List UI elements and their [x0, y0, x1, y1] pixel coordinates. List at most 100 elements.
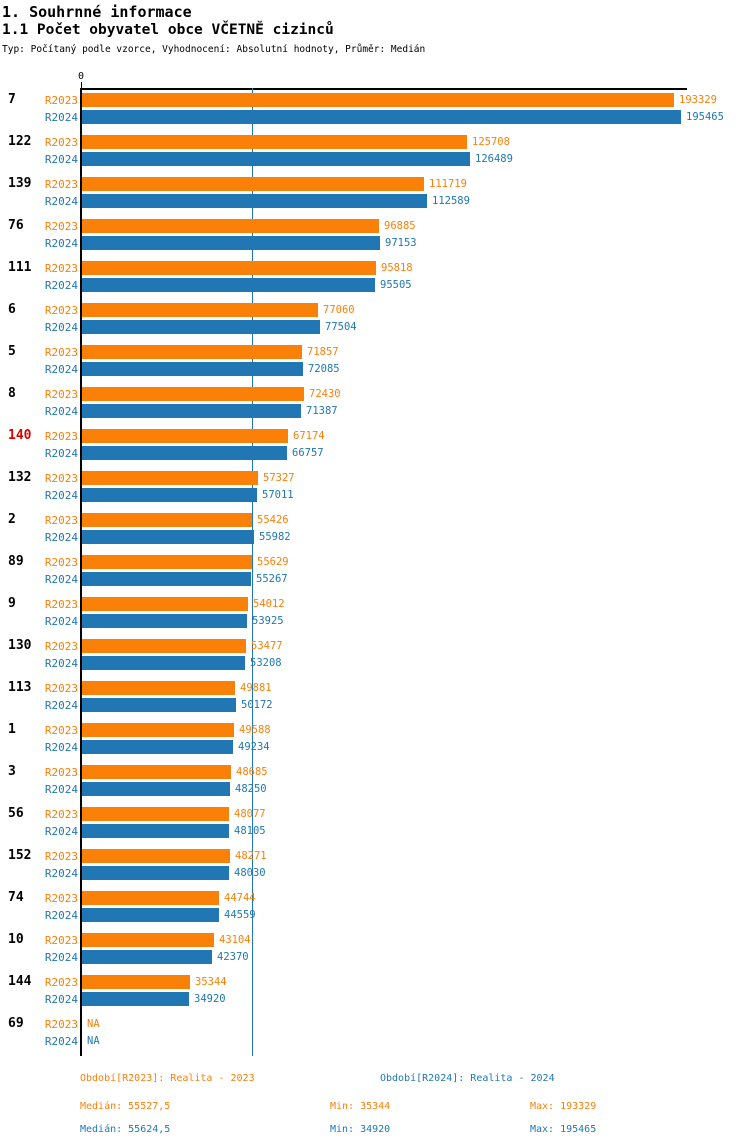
bar-r2024[interactable]: [82, 320, 320, 334]
value-label-r2023: 49881: [240, 682, 272, 694]
bar-r2023[interactable]: [82, 471, 258, 485]
series-label-r2024: R2024: [44, 237, 78, 250]
value-label-r2024: 95505: [380, 279, 412, 291]
bar-r2023[interactable]: [82, 933, 214, 947]
bar-r2024[interactable]: [82, 698, 236, 712]
bar-r2024[interactable]: [82, 740, 233, 754]
category-label: 113: [8, 680, 32, 695]
bar-r2024[interactable]: [82, 908, 219, 922]
series-label-r2024: R2024: [44, 573, 78, 586]
bar-r2024[interactable]: [82, 362, 303, 376]
zero-tick: [81, 82, 82, 88]
bar-r2023[interactable]: [82, 597, 248, 611]
series-label-r2024: R2024: [44, 699, 78, 712]
series-label-r2023: R2023: [44, 1018, 78, 1031]
bar-r2023[interactable]: [82, 429, 288, 443]
bar-r2023[interactable]: [82, 303, 318, 317]
bar-r2024[interactable]: [82, 782, 230, 796]
bar-r2023[interactable]: [82, 345, 302, 359]
bar-r2023[interactable]: [82, 639, 246, 653]
series-label-r2023: R2023: [44, 94, 78, 107]
category-label: 130: [8, 638, 32, 653]
bar-r2023[interactable]: [82, 681, 235, 695]
bar-r2024[interactable]: [82, 152, 470, 166]
category-label: 152: [8, 848, 32, 863]
category-label: 144: [8, 974, 32, 989]
bar-r2023[interactable]: [82, 93, 674, 107]
value-label-r2024: 72085: [308, 363, 340, 375]
bar-r2023[interactable]: [82, 177, 424, 191]
bar-r2023[interactable]: [82, 891, 219, 905]
value-label-r2024: 50172: [241, 699, 273, 711]
series-label-r2023: R2023: [44, 556, 78, 569]
value-label-r2023: 44744: [224, 892, 256, 904]
bar-r2024[interactable]: [82, 656, 245, 670]
category-label: 10: [8, 932, 24, 947]
median-r2024: Medián: 55624,5: [80, 1124, 171, 1135]
bar-r2023[interactable]: [82, 135, 467, 149]
value-label-r2023: 77060: [323, 304, 355, 316]
series-label-r2024: R2024: [44, 321, 78, 334]
series-label-r2023: R2023: [44, 388, 78, 401]
series-label-r2023: R2023: [44, 850, 78, 863]
series-label-r2023: R2023: [44, 724, 78, 737]
value-label-r2024: 112589: [432, 195, 470, 207]
bar-r2023[interactable]: [82, 765, 231, 779]
bar-r2023[interactable]: [82, 807, 229, 821]
value-label-r2024: 44559: [224, 909, 256, 921]
series-label-r2023: R2023: [44, 178, 78, 191]
series-label-r2024: R2024: [44, 909, 78, 922]
series-label-r2024: R2024: [44, 531, 78, 544]
bar-r2024[interactable]: [82, 614, 247, 628]
bar-r2024[interactable]: [82, 992, 189, 1006]
bar-r2023[interactable]: [82, 555, 252, 569]
series-label-r2024: R2024: [44, 153, 78, 166]
series-label-r2023: R2023: [44, 304, 78, 317]
series-label-r2023: R2023: [44, 346, 78, 359]
series-label-r2023: R2023: [44, 220, 78, 233]
series-label-r2024: R2024: [44, 951, 78, 964]
bar-r2023[interactable]: [82, 387, 304, 401]
series-label-r2024: R2024: [44, 363, 78, 376]
value-label-r2024: 97153: [385, 237, 417, 249]
median-r2023: Medián: 55527,5: [80, 1101, 171, 1112]
bar-r2024[interactable]: [82, 530, 254, 544]
bar-r2024[interactable]: [82, 194, 427, 208]
bar-r2024[interactable]: [82, 404, 301, 418]
bar-r2023[interactable]: [82, 219, 379, 233]
bar-r2024[interactable]: [82, 866, 229, 880]
bar-r2024[interactable]: [82, 110, 681, 124]
value-label-r2024: 48105: [234, 825, 266, 837]
bar-r2024[interactable]: [82, 824, 229, 838]
bar-r2024[interactable]: [82, 488, 257, 502]
bar-r2023[interactable]: [82, 723, 234, 737]
series-label-r2024: R2024: [44, 111, 78, 124]
top-axis-line: [80, 88, 687, 90]
bar-r2023[interactable]: [82, 849, 230, 863]
series-label-r2024: R2024: [44, 657, 78, 670]
bar-r2024[interactable]: [82, 278, 375, 292]
value-label-r2024: 195465: [686, 111, 724, 123]
bar-r2023[interactable]: [82, 513, 252, 527]
median-line: [252, 88, 253, 1056]
series-label-r2023: R2023: [44, 976, 78, 989]
series-label-r2023: R2023: [44, 808, 78, 821]
series-label-r2024: R2024: [44, 615, 78, 628]
series-label-r2023: R2023: [44, 766, 78, 779]
bar-r2024[interactable]: [82, 950, 212, 964]
value-label-r2023: 67174: [293, 430, 325, 442]
bar-r2023[interactable]: [82, 975, 190, 989]
period-r2023-label: Období[R2023]: Realita - 2023: [80, 1073, 255, 1084]
value-label-r2023: 95818: [381, 262, 413, 274]
value-label-r2024: 55267: [256, 573, 288, 585]
value-label-r2023: 96885: [384, 220, 416, 232]
value-label-r2024: 55982: [259, 531, 291, 543]
bar-r2023[interactable]: [82, 261, 376, 275]
value-label-r2024: 57011: [262, 489, 294, 501]
bar-r2024[interactable]: [82, 236, 380, 250]
series-label-r2023: R2023: [44, 472, 78, 485]
bar-r2024[interactable]: [82, 572, 251, 586]
bar-r2024[interactable]: [82, 446, 287, 460]
category-label: 122: [8, 134, 32, 149]
category-label: 74: [8, 890, 24, 905]
